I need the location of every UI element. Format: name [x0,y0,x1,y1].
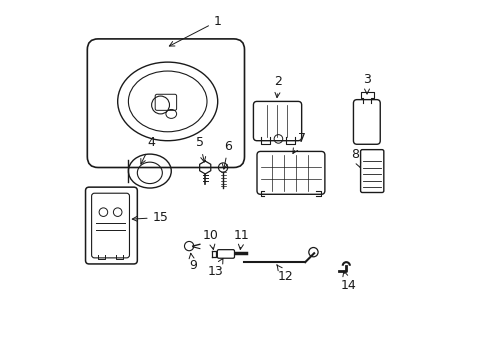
Text: 7: 7 [292,132,305,153]
Text: 5: 5 [196,136,205,162]
Text: 8: 8 [350,148,360,167]
Text: 11: 11 [234,229,249,249]
Text: 6: 6 [222,140,232,169]
Text: 14: 14 [340,271,355,292]
Text: 4: 4 [141,136,155,164]
Text: 9: 9 [188,253,196,272]
Text: 3: 3 [363,73,370,94]
Text: 2: 2 [274,75,282,98]
Text: 12: 12 [276,265,293,283]
Text: 15: 15 [132,211,168,224]
Text: 1: 1 [169,14,221,46]
Text: 10: 10 [202,229,218,249]
Text: 13: 13 [207,258,224,278]
